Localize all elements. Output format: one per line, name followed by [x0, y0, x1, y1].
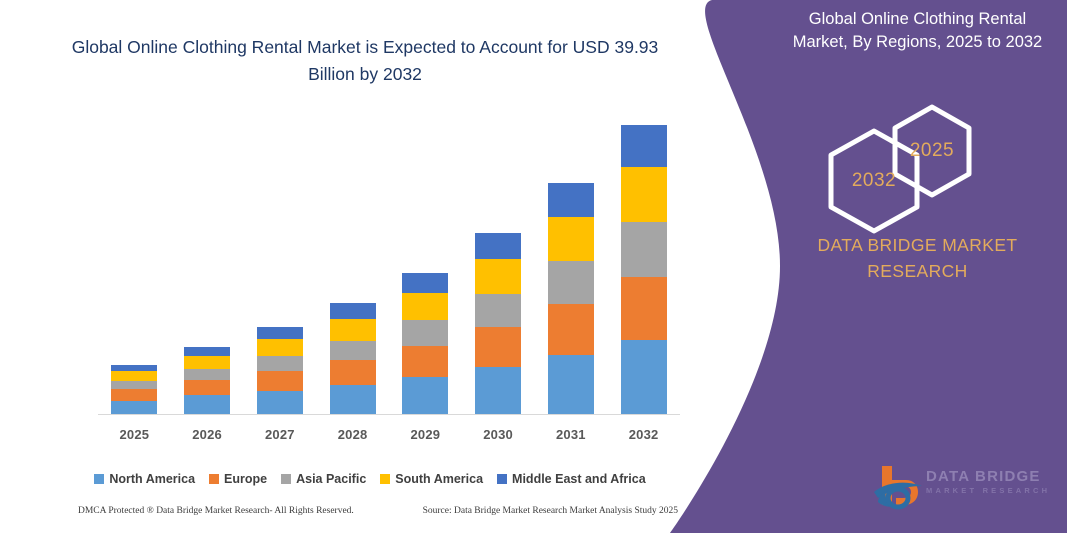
bar-segment: [402, 320, 449, 346]
legend-item[interactable]: South America: [380, 472, 483, 486]
bar-segment: [475, 293, 522, 328]
bar-column: [547, 183, 594, 414]
company-logo: DATA BRIDGE MARKET RESEARCH: [872, 460, 1052, 512]
page-title: Global Online Clothing Rental Market is …: [71, 37, 659, 84]
bar-segment: [402, 293, 449, 321]
legend-swatch-icon: [281, 474, 292, 484]
bar-segment: [184, 368, 231, 381]
x-axis-line: [98, 414, 680, 415]
bar-segment: [402, 376, 449, 414]
bar-segment: [329, 360, 376, 386]
x-axis-tick-label: 2029: [410, 426, 441, 442]
bar-segment: [475, 259, 522, 294]
bar-segment: [256, 339, 303, 356]
bar-segment: [547, 261, 594, 305]
bar-segment: [547, 304, 594, 355]
bar-segment: [620, 222, 667, 277]
x-axis-tick-label: 2027: [265, 426, 295, 442]
bar-segment: [256, 391, 303, 414]
bar-column: [111, 364, 158, 414]
bar-column: [402, 272, 449, 414]
legend-label: Asia Pacific: [296, 472, 367, 486]
hexagon-outline-icon: [824, 127, 924, 235]
stacked-bar-chart: [98, 120, 680, 414]
bar-segment: [620, 166, 667, 223]
bar-segment: [547, 354, 594, 414]
footer-source: Source: Data Bridge Market Research Mark…: [422, 506, 678, 516]
x-axis-tick-label: 2028: [337, 426, 368, 442]
hexagon-start-year-label: 2032: [851, 170, 897, 191]
bar-segment: [111, 389, 158, 401]
bar-segment: [184, 380, 231, 396]
panel-title: Global Online Clothing Rental Market, By…: [792, 10, 1043, 51]
bar-segment: [402, 345, 449, 377]
bar-column: [256, 327, 303, 414]
bar-segment: [329, 385, 376, 414]
right-panel: Global Online Clothing Rental Market, By…: [660, 0, 1067, 533]
hexagon-end-year-label: 2025: [909, 140, 955, 161]
legend-label: Middle East and Africa: [512, 472, 646, 486]
legend-item[interactable]: Middle East and Africa: [497, 472, 646, 486]
bar-segment: [256, 371, 303, 391]
hexagon-group: 2032 2025: [810, 103, 1010, 213]
x-axis-tick-label: 2026: [192, 426, 222, 442]
data-bridge-logo-icon: [872, 460, 924, 510]
bar-segment: [475, 366, 522, 414]
logo-primary-text: DATA BRIDGE: [926, 468, 1041, 485]
legend-label: North America: [109, 472, 196, 486]
hexagon-start-year: 2032: [824, 127, 924, 235]
x-axis-tick-label: 2025: [119, 426, 150, 442]
footer: DMCA Protected ® Data Bridge Market Rese…: [78, 506, 678, 516]
brand-name: DATA BRIDGE MARKET RESEARCH: [817, 235, 1018, 281]
bar-column: [329, 303, 376, 414]
x-axis-tick-label: 2032: [628, 426, 659, 442]
bar-segment: [547, 217, 594, 262]
x-axis-tick-label: 2031: [556, 426, 586, 442]
legend-label: South America: [395, 472, 484, 486]
x-axis-labels: 2025 2026 2027 2028 2029 2030 2031 2032: [98, 423, 680, 445]
hexagon-outline-icon: [888, 103, 976, 199]
hexagon-end-year: 2025: [888, 103, 976, 199]
legend-swatch-icon: [380, 474, 391, 484]
bar-segment: [256, 355, 303, 372]
bar-segment: [111, 371, 158, 381]
bar-segment: [184, 395, 231, 414]
bar-segment: [475, 233, 522, 260]
bar-segment: [329, 303, 376, 320]
legend-swatch-icon: [94, 474, 105, 484]
logo-wordmark: DATA BRIDGE MARKET RESEARCH: [926, 468, 1050, 497]
bar-segment: [111, 400, 158, 414]
legend-item[interactable]: Europe: [209, 472, 267, 486]
legend-swatch-icon: [209, 474, 220, 484]
bar-segment: [620, 276, 667, 340]
bar-segment: [184, 355, 231, 369]
bar-segment: [256, 327, 303, 340]
logo-secondary-text: MARKET RESEARCH: [926, 486, 1051, 495]
legend-item[interactable]: North America: [94, 472, 195, 486]
bar-column: [184, 346, 231, 414]
bar-segment: [620, 339, 667, 414]
bar-segment: [329, 319, 376, 341]
bar-column: [620, 124, 667, 414]
bar-column: [475, 233, 522, 414]
bar-segment: [184, 346, 231, 356]
bar-segment: [111, 364, 158, 372]
bar-segment: [111, 380, 158, 390]
bar-segment: [329, 340, 376, 361]
bar-segment: [547, 183, 594, 218]
chart-legend: North America Europe Asia Pacific South Ame…: [60, 472, 680, 486]
bar-segment: [402, 272, 449, 294]
bar-segment: [475, 327, 522, 367]
legend-swatch-icon: [497, 474, 508, 484]
footer-copyright: DMCA Protected ® Data Bridge Market Rese…: [78, 506, 354, 516]
bar-segment: [620, 124, 667, 167]
x-axis-tick-label: 2030: [483, 426, 513, 442]
legend-item[interactable]: Asia Pacific: [281, 472, 366, 486]
legend-label: Europe: [224, 472, 268, 486]
